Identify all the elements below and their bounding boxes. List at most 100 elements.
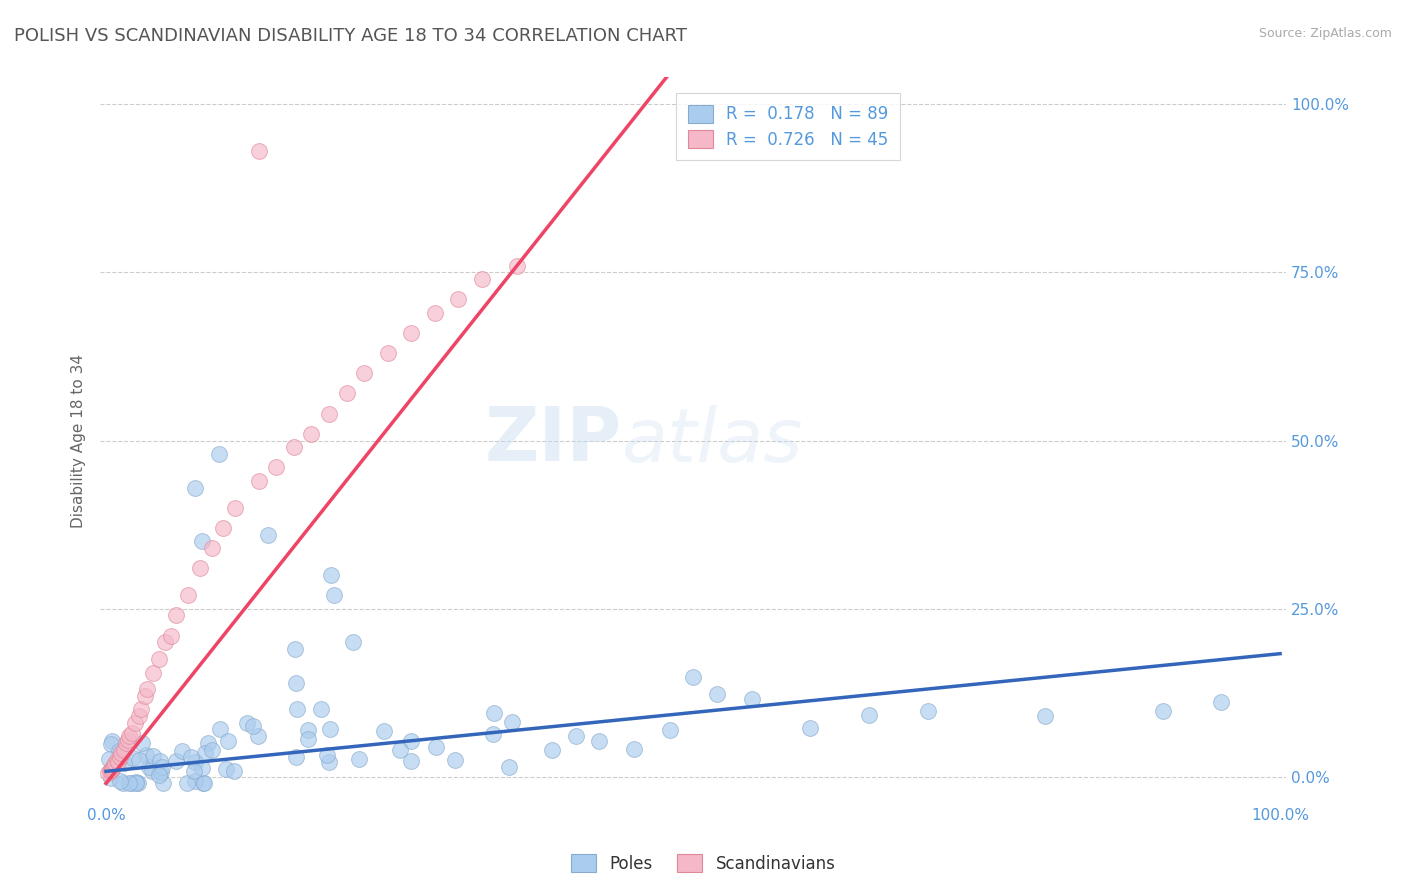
Point <box>257 527 280 541</box>
Point <box>246 730 269 744</box>
Point <box>191 534 214 549</box>
Legend: Poles, Scandinavians: Poles, Scandinavians <box>564 847 842 880</box>
Point <box>447 293 470 307</box>
Point <box>799 721 821 735</box>
Point <box>191 776 214 790</box>
Point <box>131 736 153 750</box>
Point <box>129 702 152 716</box>
Point <box>284 642 307 657</box>
Point <box>285 675 308 690</box>
Point <box>184 481 207 495</box>
Point <box>319 723 342 737</box>
Point <box>105 753 128 767</box>
Point <box>443 753 465 767</box>
Point <box>149 764 172 779</box>
Point <box>179 749 201 764</box>
Point <box>401 734 423 748</box>
Point <box>148 768 170 782</box>
Point <box>658 723 681 738</box>
Point <box>184 755 207 769</box>
Point <box>97 752 120 766</box>
Point <box>201 743 224 757</box>
Point <box>242 719 264 733</box>
Text: ZIP: ZIP <box>485 404 621 477</box>
Point <box>128 753 150 767</box>
Point <box>389 743 412 757</box>
Point <box>188 561 211 575</box>
Point <box>104 756 127 771</box>
Point <box>741 692 763 706</box>
Point <box>858 708 880 723</box>
Point <box>481 727 503 741</box>
Point <box>121 776 143 790</box>
Point <box>401 754 423 768</box>
Point <box>321 568 343 582</box>
Point <box>138 760 160 774</box>
Point <box>111 776 134 790</box>
Point <box>336 386 359 401</box>
Point <box>318 756 340 770</box>
Point <box>194 746 217 760</box>
Point <box>264 460 287 475</box>
Point <box>1152 704 1174 718</box>
Point <box>107 755 129 769</box>
Point <box>285 702 308 716</box>
Point <box>125 775 148 789</box>
Point <box>311 702 333 716</box>
Point <box>588 733 610 747</box>
Point <box>136 682 159 697</box>
Point <box>100 763 122 777</box>
Point <box>423 306 446 320</box>
Point <box>101 762 124 776</box>
Point <box>191 761 214 775</box>
Point <box>201 541 224 555</box>
Point <box>124 715 146 730</box>
Point <box>297 732 319 747</box>
Point <box>283 440 305 454</box>
Point <box>177 588 200 602</box>
Point <box>112 756 135 770</box>
Point <box>347 752 370 766</box>
Point <box>247 145 270 159</box>
Point <box>108 749 131 764</box>
Point <box>150 760 173 774</box>
Point <box>142 665 165 680</box>
Point <box>208 722 231 736</box>
Point <box>110 774 132 789</box>
Point <box>353 366 375 380</box>
Point <box>401 326 423 340</box>
Point <box>1211 695 1233 709</box>
Point <box>100 737 122 751</box>
Point <box>301 426 323 441</box>
Point <box>127 776 149 790</box>
Point <box>152 776 174 790</box>
Point <box>100 771 122 785</box>
Point <box>193 776 215 790</box>
Point <box>208 447 231 461</box>
Point <box>342 635 364 649</box>
Point <box>153 635 176 649</box>
Point <box>316 748 339 763</box>
Point <box>217 734 239 748</box>
Point <box>118 776 141 790</box>
Text: atlas: atlas <box>621 405 803 476</box>
Point <box>128 709 150 723</box>
Point <box>501 714 523 729</box>
Point <box>297 723 319 737</box>
Point <box>170 743 193 757</box>
Point <box>318 407 340 421</box>
Point <box>148 652 170 666</box>
Point <box>373 724 395 739</box>
Point <box>706 687 728 701</box>
Point <box>134 689 156 703</box>
Point <box>224 500 246 515</box>
Point <box>184 774 207 789</box>
Point <box>135 748 157 763</box>
Point <box>101 759 124 773</box>
Point <box>183 764 205 778</box>
Point <box>215 762 238 776</box>
Point <box>541 743 564 757</box>
Point <box>122 750 145 764</box>
Point <box>682 670 704 684</box>
Point <box>165 754 187 768</box>
